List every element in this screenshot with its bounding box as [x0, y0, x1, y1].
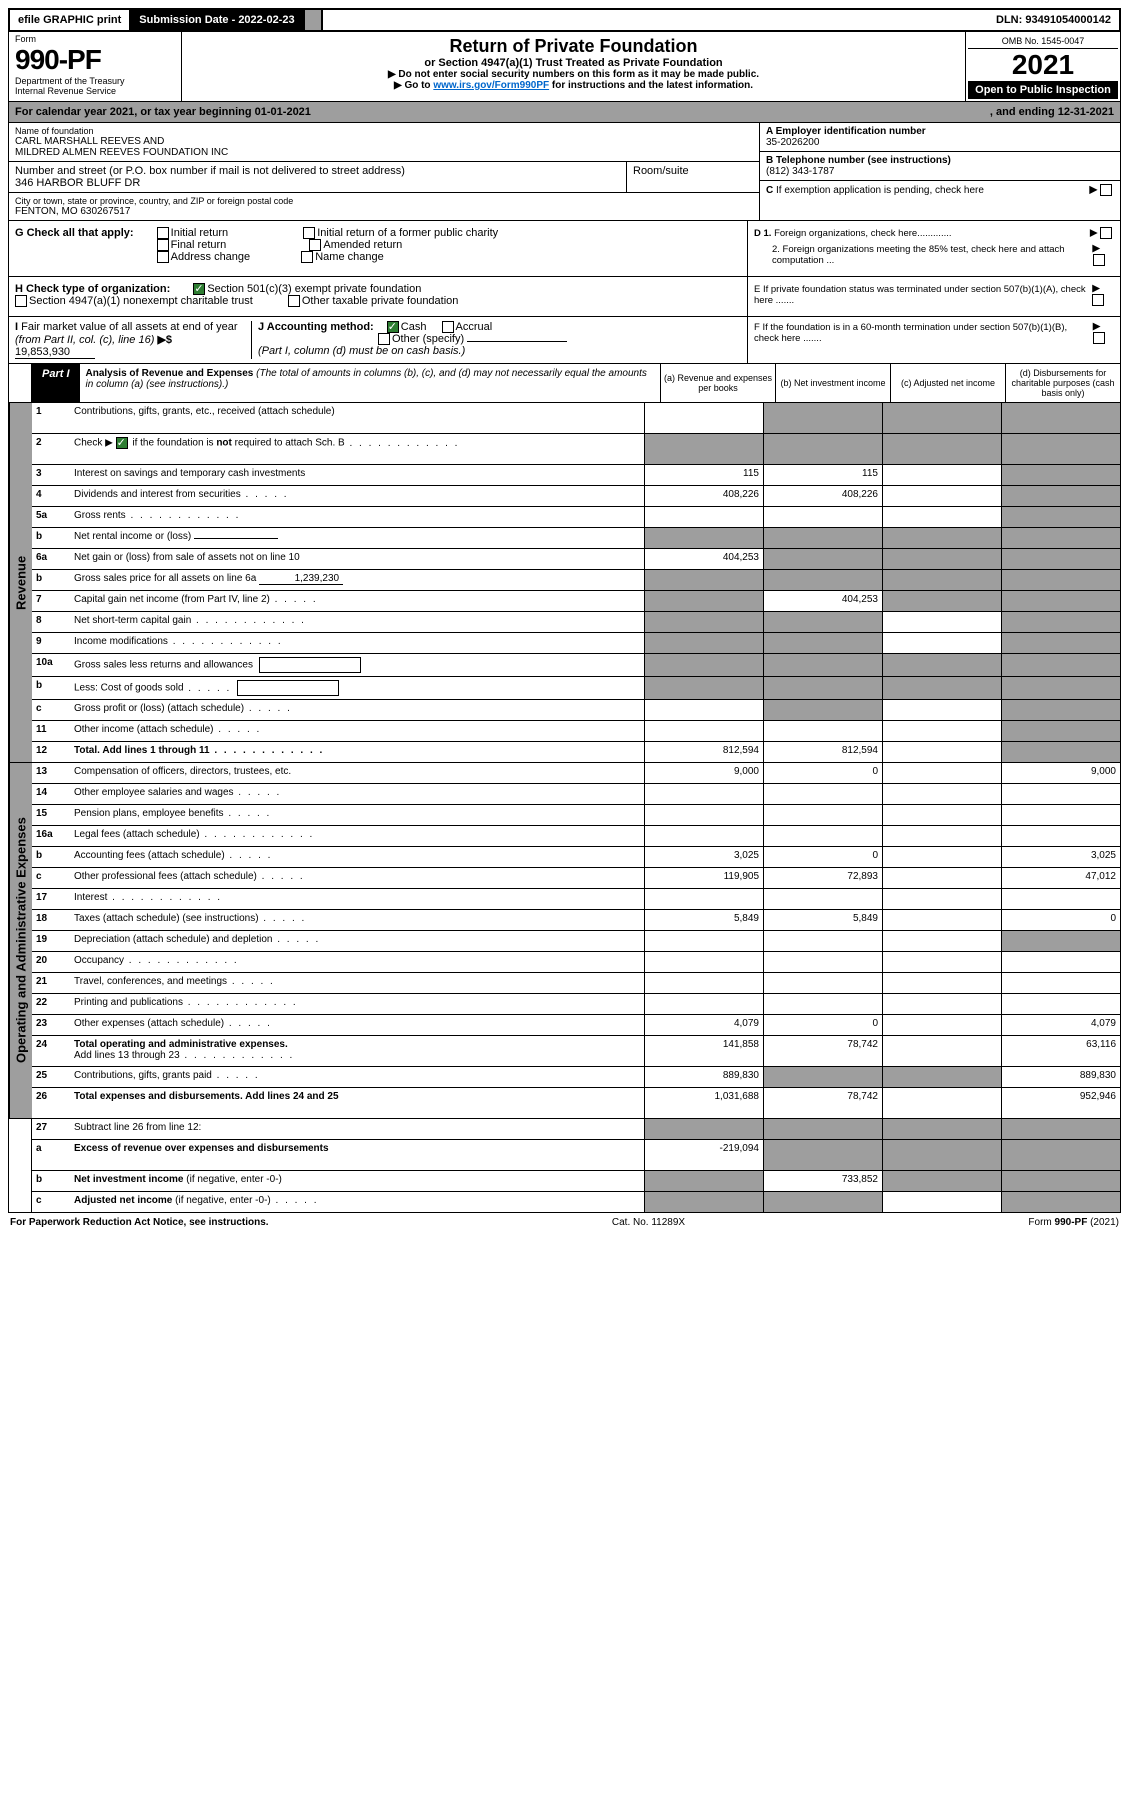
- h-501c3-checkbox[interactable]: [193, 283, 205, 295]
- revenue-side-label: Revenue: [9, 403, 32, 762]
- g-initial-former-checkbox[interactable]: [303, 227, 315, 239]
- form-header: Form 990-PF Department of the Treasury I…: [8, 32, 1121, 102]
- form-note-1: ▶ Do not enter social security numbers o…: [186, 69, 961, 80]
- d2-label: 2. Foreign organizations meeting the 85%…: [754, 244, 1093, 266]
- g-final-checkbox[interactable]: [157, 239, 169, 251]
- part1-title: Analysis of Revenue and Expenses: [86, 368, 254, 379]
- submission-label: Submission Date - 2022-02-23: [131, 10, 304, 30]
- j-cash-checkbox[interactable]: [387, 321, 399, 333]
- efile-label: efile GRAPHIC print: [10, 10, 131, 30]
- form-word: Form: [15, 34, 175, 44]
- i-label: I Fair market value of all assets at end…: [15, 321, 238, 346]
- part1-header: Part I Analysis of Revenue and Expenses …: [8, 364, 1121, 403]
- tel-label: B Telephone number (see instructions): [766, 155, 1114, 166]
- ij-row: I Fair market value of all assets at end…: [8, 317, 1121, 364]
- g-row: G Check all that apply: Initial return I…: [8, 221, 1121, 277]
- revenue-section: Revenue 1Contributions, gifts, grants, e…: [8, 403, 1121, 763]
- ein-value: 35-2026200: [766, 137, 1114, 148]
- footer-right: Form 990-PF (2021): [1028, 1217, 1119, 1228]
- dept-label: Department of the Treasury: [15, 76, 175, 86]
- h-other-checkbox[interactable]: [288, 295, 300, 307]
- c-checkbox[interactable]: [1100, 184, 1112, 196]
- h-4947-checkbox[interactable]: [15, 295, 27, 307]
- fmv-value: 19,853,930: [15, 346, 95, 359]
- info-grid: Name of foundation CARL MARSHALL REEVES …: [8, 123, 1121, 221]
- dln-label: DLN: 93491054000142: [988, 10, 1119, 30]
- d1-checkbox[interactable]: [1100, 227, 1112, 239]
- h-label: H Check type of organization:: [15, 283, 170, 295]
- addr-value: 346 HARBOR BLUFF DR: [15, 177, 620, 189]
- h-row: H Check type of organization: Section 50…: [8, 277, 1121, 317]
- g-address-checkbox[interactable]: [157, 251, 169, 263]
- d1-label: D 1. Foreign organizations, check here..…: [754, 228, 952, 239]
- col-b-header: (b) Net investment income: [775, 364, 890, 402]
- irs-link[interactable]: www.irs.gov/Form990PF: [433, 80, 549, 91]
- calendar-year-row: For calendar year 2021, or tax year begi…: [8, 102, 1121, 123]
- page-footer: For Paperwork Reduction Act Notice, see …: [8, 1213, 1121, 1232]
- form-number: 990-PF: [15, 44, 175, 76]
- name-label: Name of foundation: [15, 126, 753, 136]
- tax-year: 2021: [968, 49, 1118, 81]
- addr-label: Number and street (or P.O. box number if…: [15, 165, 620, 177]
- schb-checkbox[interactable]: [116, 437, 128, 449]
- c-label: If exemption application is pending, che…: [776, 185, 984, 196]
- expenses-side-label: Operating and Administrative Expenses: [9, 763, 32, 1118]
- col-c-header: (c) Adjusted net income: [890, 364, 1005, 402]
- expenses-section: Operating and Administrative Expenses 13…: [8, 763, 1121, 1119]
- f-label: F If the foundation is in a 60-month ter…: [754, 322, 1093, 344]
- g-name-checkbox[interactable]: [301, 251, 313, 263]
- form-subtitle: or Section 4947(a)(1) Trust Treated as P…: [186, 57, 961, 69]
- d2-checkbox[interactable]: [1093, 254, 1105, 266]
- form-note-2: ▶ Go to www.irs.gov/Form990PF for instru…: [186, 80, 961, 91]
- irs-label: Internal Revenue Service: [15, 86, 175, 96]
- city-label: City or town, state or province, country…: [15, 196, 753, 206]
- e-label: E If private foundation status was termi…: [754, 284, 1092, 306]
- room-label: Room/suite: [633, 165, 753, 177]
- footer-left: For Paperwork Reduction Act Notice, see …: [10, 1217, 269, 1228]
- part1-label: Part I: [32, 364, 80, 402]
- line27-section: 27Subtract line 26 from line 12: aExcess…: [8, 1119, 1121, 1213]
- submission-spacer: [305, 10, 323, 30]
- col-d-header: (d) Disbursements for charitable purpose…: [1005, 364, 1120, 402]
- tel-value: (812) 343-1787: [766, 166, 1114, 177]
- j-other-checkbox[interactable]: [378, 333, 390, 345]
- e-checkbox[interactable]: [1092, 294, 1104, 306]
- f-checkbox[interactable]: [1093, 332, 1105, 344]
- j-label: J Accounting method:: [258, 321, 374, 333]
- form-title: Return of Private Foundation: [186, 36, 961, 57]
- g-label: G Check all that apply:: [15, 227, 134, 239]
- footer-mid: Cat. No. 11289X: [612, 1217, 685, 1228]
- col-a-header: (a) Revenue and expenses per books: [660, 364, 775, 402]
- j-accrual-checkbox[interactable]: [442, 321, 454, 333]
- g-initial-checkbox[interactable]: [157, 227, 169, 239]
- omb-number: OMB No. 1545-0047: [968, 34, 1118, 49]
- j-note: (Part I, column (d) must be on cash basi…: [258, 345, 741, 357]
- city-value: FENTON, MO 630267517: [15, 206, 753, 217]
- top-bar: efile GRAPHIC print Submission Date - 20…: [8, 8, 1121, 32]
- foundation-name: CARL MARSHALL REEVES AND MILDRED ALMEN R…: [15, 136, 753, 158]
- open-public-badge: Open to Public Inspection: [968, 81, 1118, 99]
- ein-label: A Employer identification number: [766, 126, 1114, 137]
- g-amended-checkbox[interactable]: [309, 239, 321, 251]
